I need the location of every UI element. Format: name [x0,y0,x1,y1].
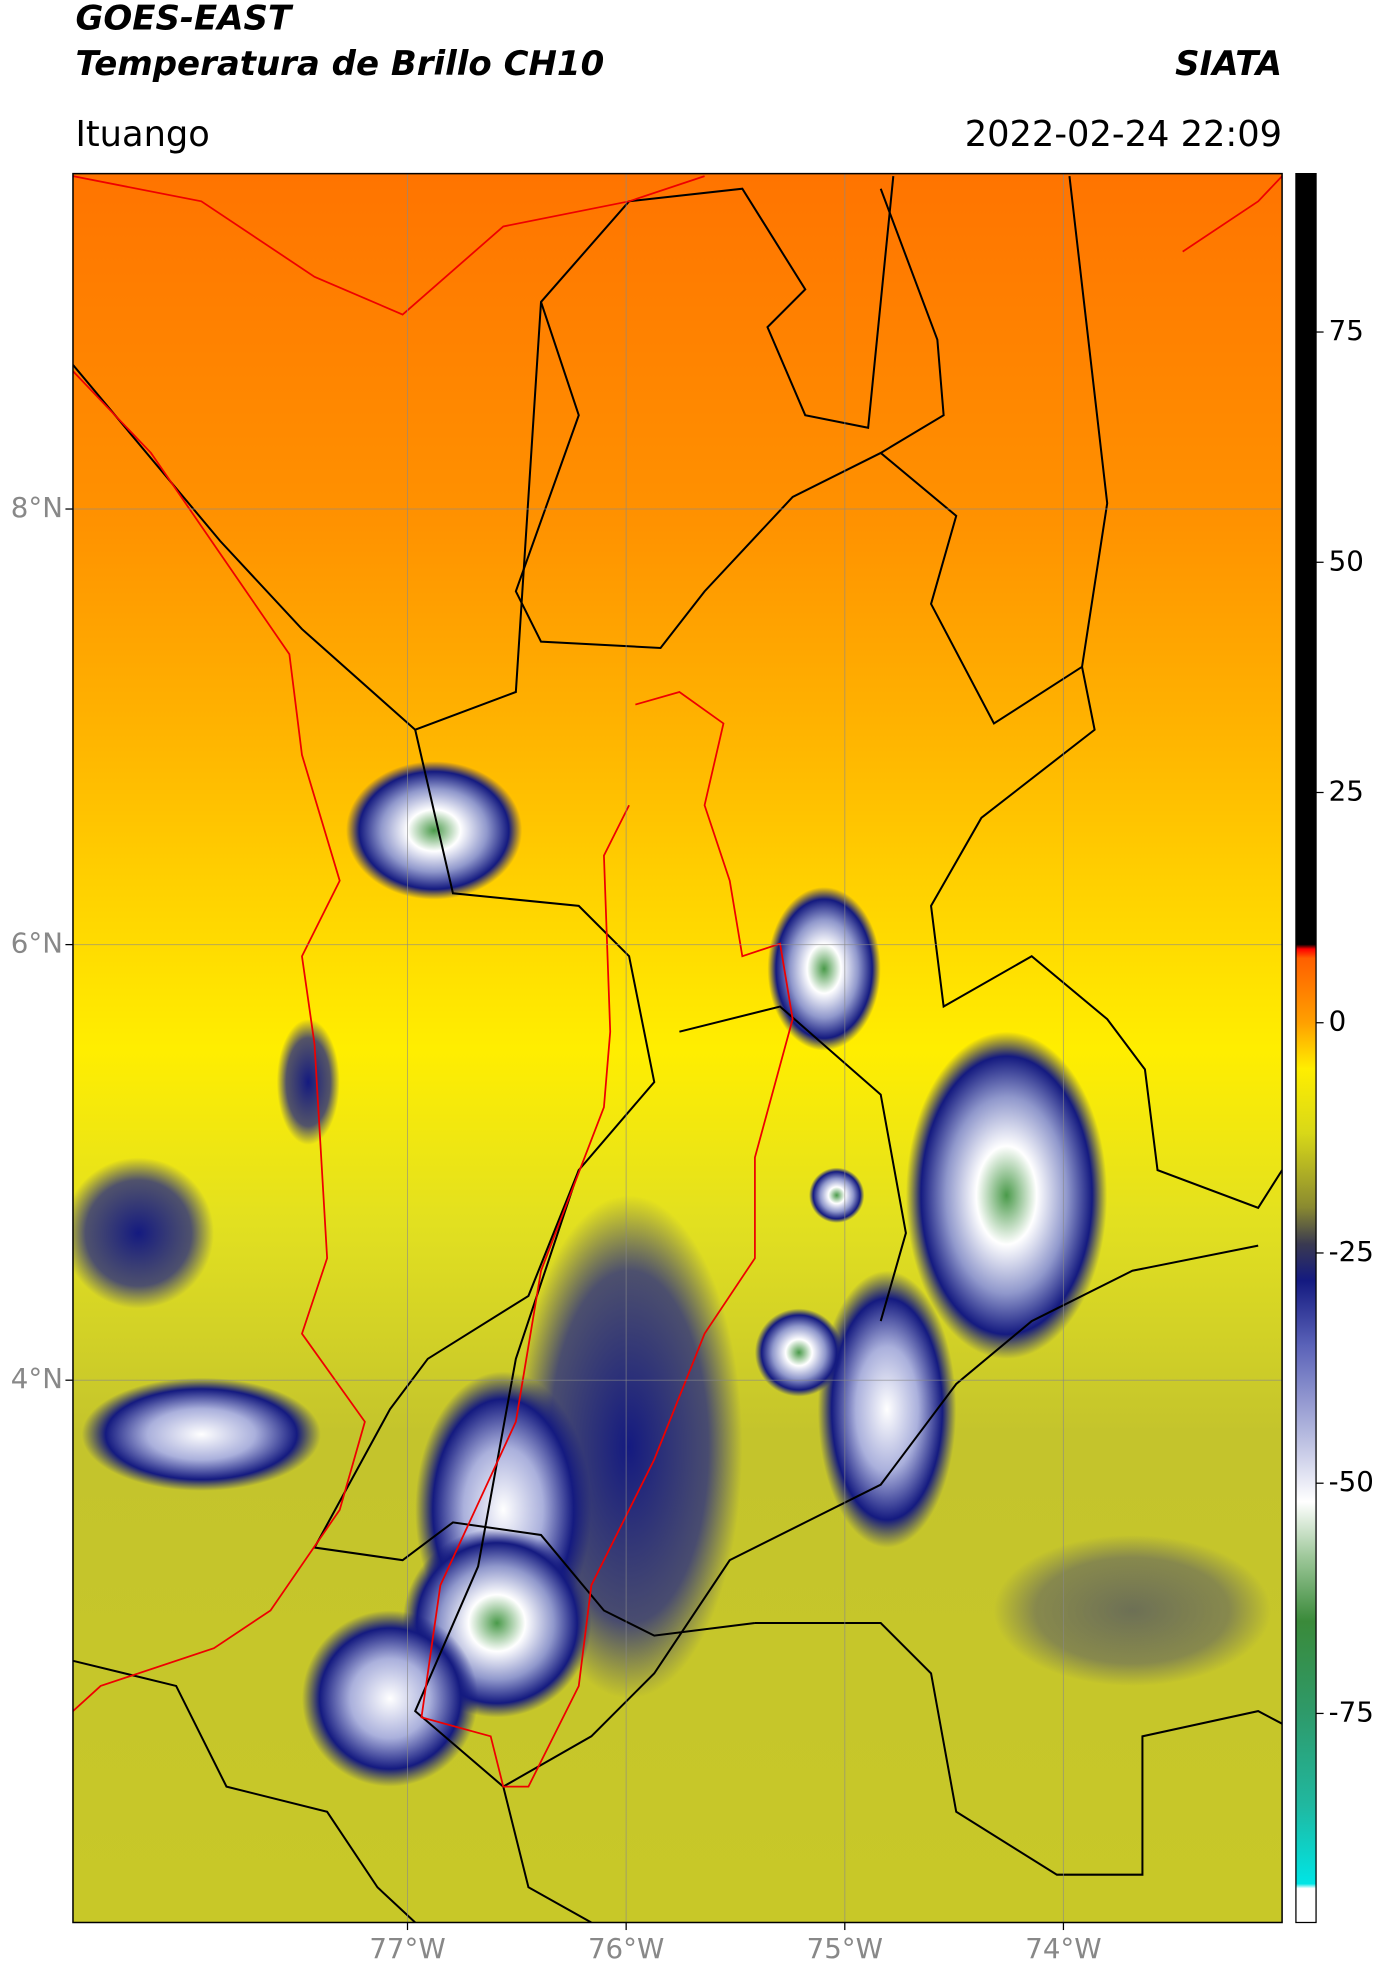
lon-label: 76°W [588,1932,664,1965]
colorbar-label: 25 [1329,775,1364,808]
location: Ituango [75,114,209,155]
graticule [72,173,1283,1923]
brand: SIATA [1175,44,1282,84]
colorbar-label: 75 [1329,314,1364,347]
lat-label: 8°N [11,491,63,524]
colorbar [1295,172,1317,1924]
lon-label: 75°W [807,1932,883,1965]
colorbar-label: 50 [1329,544,1364,577]
timestamp: 2022-02-24 22:09 [965,114,1282,155]
colorbar-label: 0 [1329,1005,1347,1038]
colorbar-label: -25 [1329,1235,1374,1268]
title: GOES-EAST [75,0,293,39]
map [72,173,1283,1923]
colorbar-label: -50 [1329,1465,1374,1498]
colorbar-label: -75 [1329,1695,1374,1728]
lon-label: 74°W [1025,1932,1101,1965]
subtitle: Temperatura de Brillo CH10 [75,44,604,84]
lat-label: 4°N [11,1362,63,1395]
lon-label: 77°W [369,1932,445,1965]
map-frame [72,172,1283,1924]
lat-label: 6°N [11,927,63,960]
